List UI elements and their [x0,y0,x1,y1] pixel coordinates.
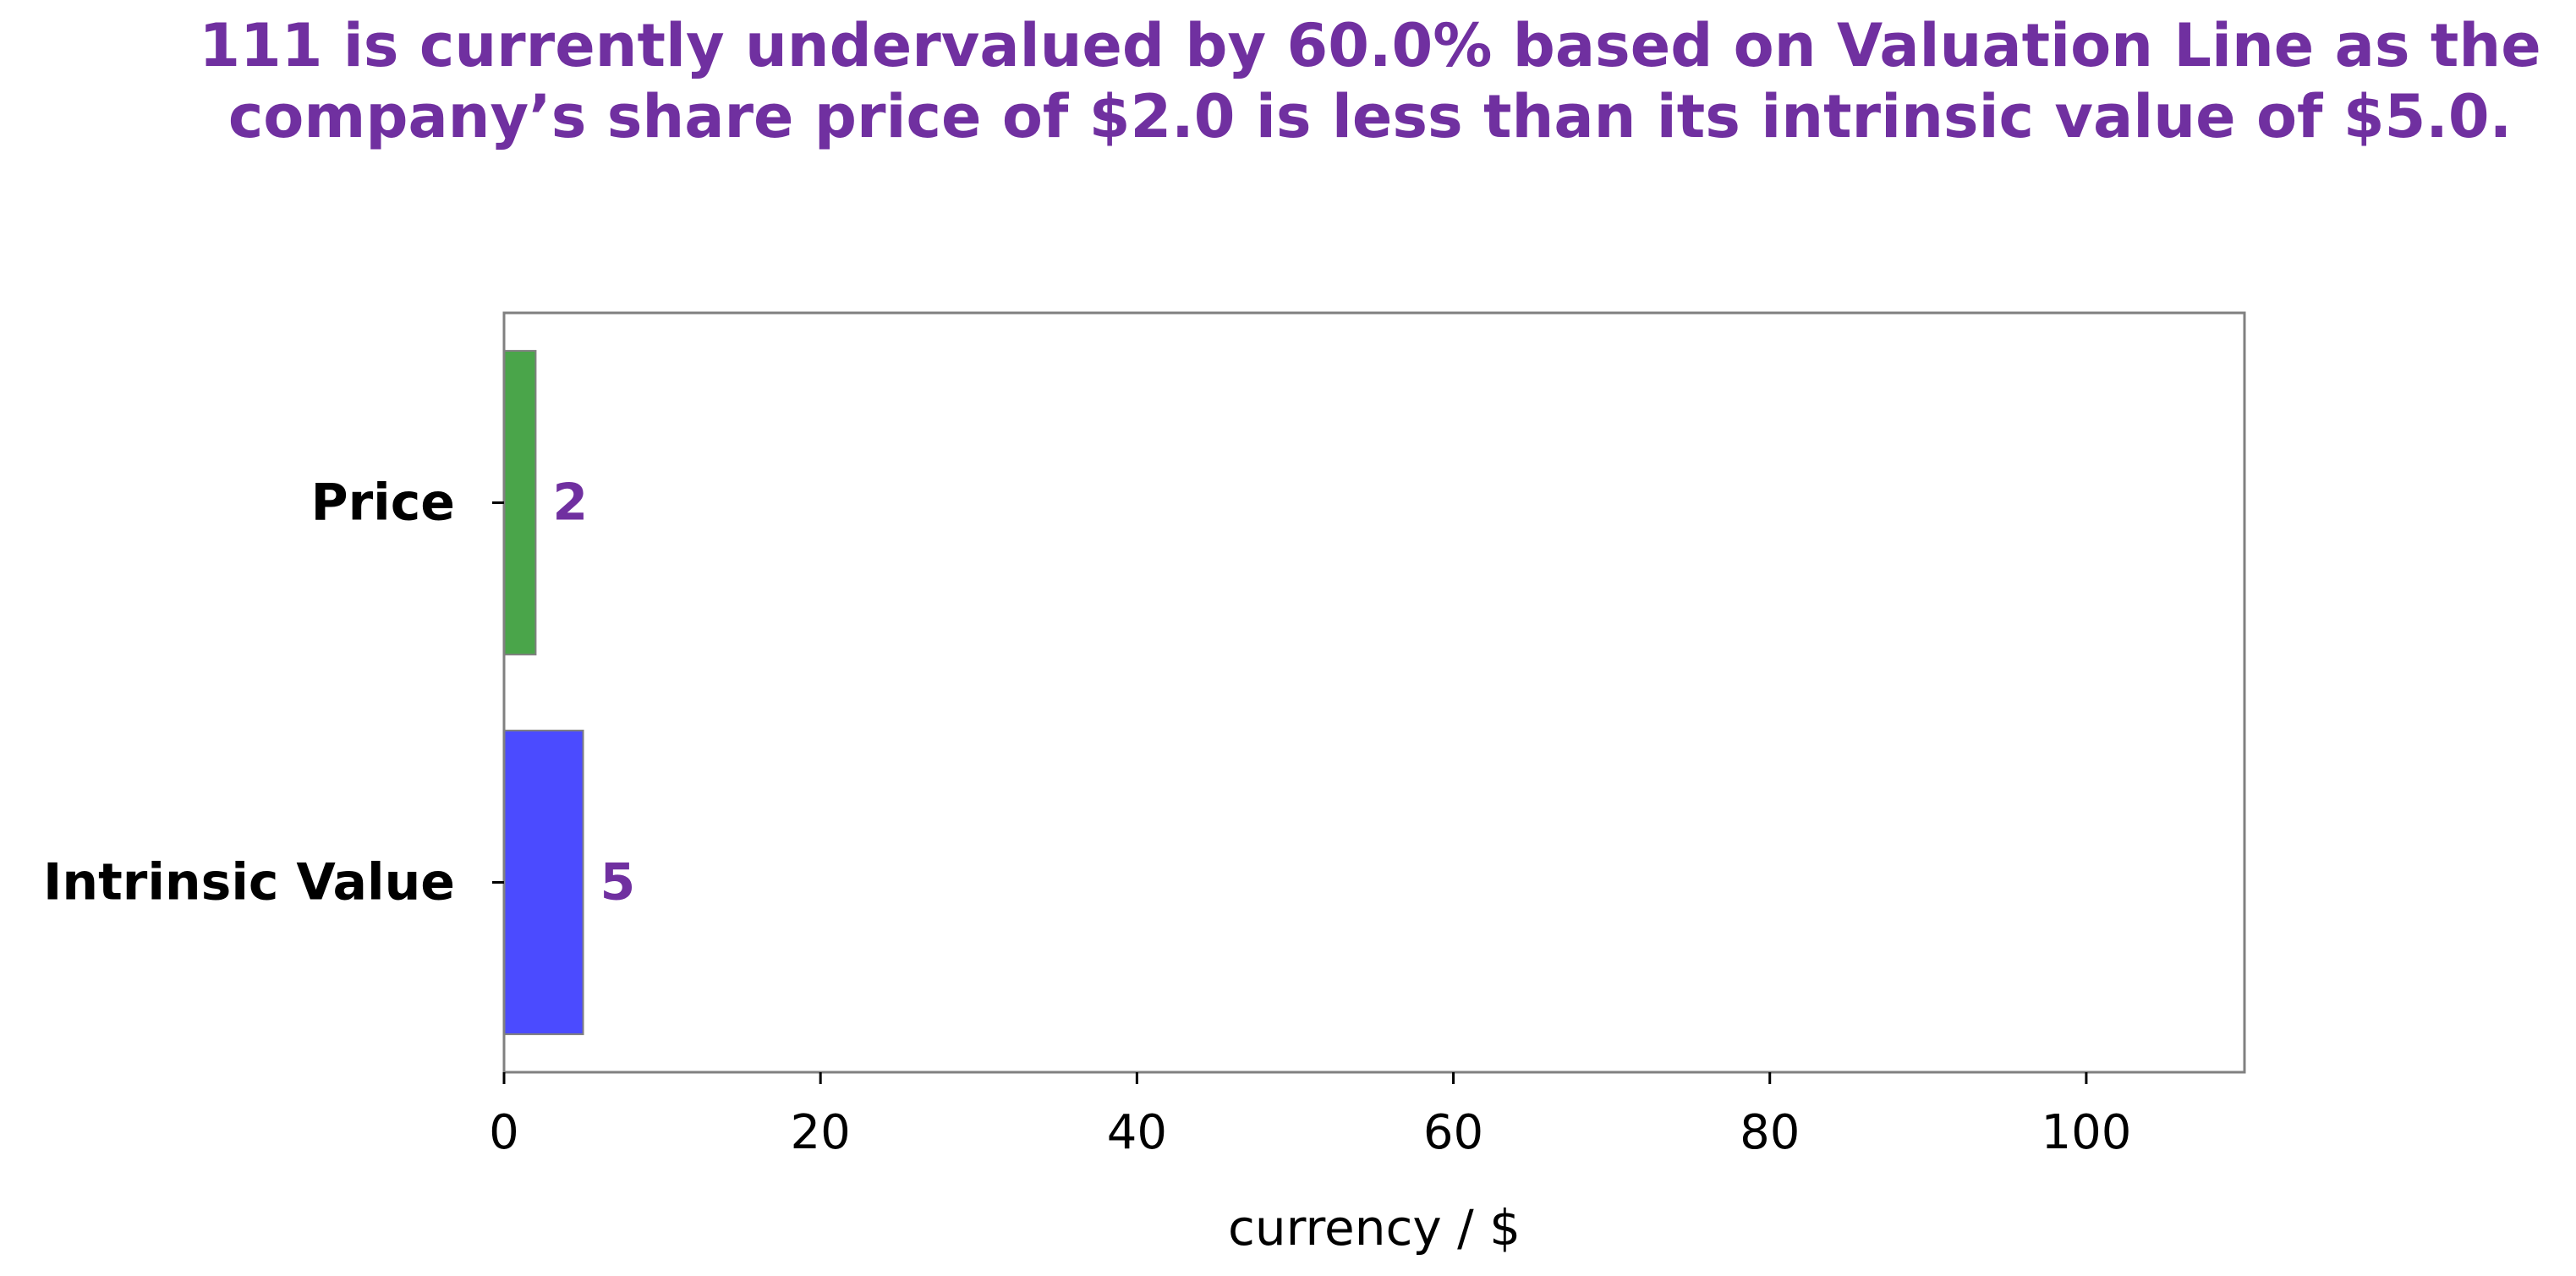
plot-frame [502,311,2246,1074]
y-axis: Price Intrinsic Value [43,474,504,912]
x-tick-label: 0 [489,1105,519,1160]
bar-intrinsic-value [503,729,584,1036]
data-label: 5 [600,853,636,912]
chart-title: 111 is currently undervalued by 60.0% ba… [199,11,2541,151]
x-axis-label: currency / $ [1228,1199,1521,1257]
y-tick-label: Price [311,474,455,533]
data-label: 2 [552,474,588,533]
bars-layer [503,349,584,1036]
x-axis: 0 20 40 60 80 100 [489,1072,2131,1160]
x-tick-label: 60 [1423,1105,1483,1160]
x-tick-label: 40 [1107,1105,1167,1160]
bar-price [503,349,537,656]
x-tick-label: 20 [791,1105,851,1160]
x-tick-label: 80 [1740,1105,1800,1160]
y-tick-label: Intrinsic Value [43,853,455,912]
data-labels: 25 [552,474,635,912]
x-tick-label: 100 [2041,1105,2131,1160]
